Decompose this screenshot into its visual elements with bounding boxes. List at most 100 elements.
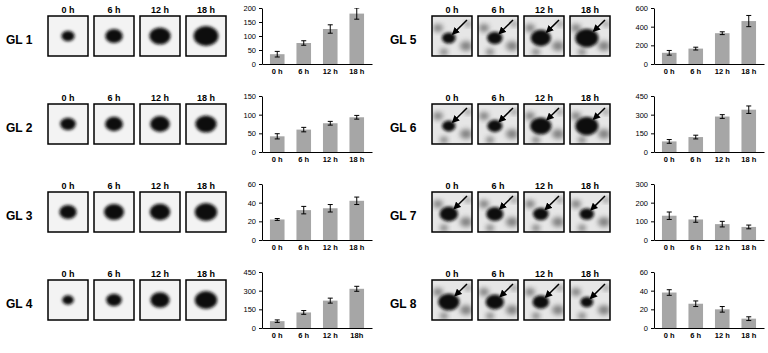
axis-line: [654, 9, 655, 65]
y-tick-label: 150: [243, 18, 256, 27]
error-bar-line: [695, 217, 696, 223]
y-tick-mark: [651, 133, 654, 134]
error-bar-cap: [301, 206, 306, 207]
y-tick: 0: [252, 324, 262, 333]
y-tick-mark: [259, 240, 262, 241]
gel-background-spot: [479, 288, 489, 296]
plot-area: [662, 106, 756, 152]
x-tick-label: 18 h: [741, 243, 756, 252]
gel-spot: [530, 117, 552, 134]
error-bar: [746, 225, 751, 229]
error-bar: [720, 307, 725, 313]
gel-spot: [149, 27, 170, 44]
y-tick-mark: [259, 221, 262, 222]
error-bar-line: [669, 212, 670, 219]
y-tick-label: 0: [644, 148, 648, 157]
gel-image: [94, 192, 134, 232]
gel-background-spot: [532, 137, 540, 143]
y-tick: 300: [635, 111, 654, 120]
error-bar-cap: [328, 204, 333, 205]
gel-label: 18 h: [197, 269, 215, 279]
gel-background: [48, 104, 88, 144]
gel-frame: [478, 280, 518, 320]
error-bar-cap: [693, 300, 698, 301]
gel-arrow: [453, 20, 467, 34]
error-bar-cap: [275, 322, 280, 323]
error-bar-line: [356, 197, 357, 204]
x-tick-label: 18 h: [741, 155, 756, 164]
x-tick-label: 0 h: [664, 155, 675, 164]
gel-frame: [94, 280, 134, 320]
gel-background-spot: [603, 286, 609, 291]
error-bar-cap: [746, 15, 751, 16]
x-axis: 0 h6 h12 h18h: [263, 328, 373, 340]
y-tick: 300: [635, 180, 654, 189]
error-bar-line: [303, 311, 304, 315]
gel-image: [524, 16, 564, 56]
error-bar-cap: [746, 228, 751, 229]
error-bar-cap: [328, 212, 333, 213]
x-tick: 12 h: [715, 328, 730, 340]
plot-area: [270, 115, 364, 152]
error-bar: [275, 320, 280, 322]
gel-background-spot: [486, 49, 494, 55]
gel-background: [432, 280, 472, 320]
gel-background-spot: [552, 217, 564, 227]
y-tick-label: 450: [243, 268, 256, 277]
error-bar-cap: [328, 121, 333, 122]
error-bar-cap: [667, 139, 672, 140]
y-tick: 100: [635, 217, 654, 226]
gel-frame: [94, 104, 134, 144]
x-tick: 18 h: [349, 240, 364, 252]
gel-spot: [59, 205, 76, 219]
y-tick: 200: [243, 4, 262, 13]
gel-image: [570, 192, 610, 232]
gel-image: [140, 104, 180, 144]
error-bar-cap: [275, 138, 280, 139]
error-bar-cap: [720, 226, 725, 227]
gel-frame: [478, 16, 518, 56]
gel-label: 0 h: [61, 181, 74, 191]
bar: [715, 117, 730, 152]
panel-title: GL 3: [6, 209, 33, 223]
panel-title: GL 2: [6, 121, 33, 135]
error-bar-line: [722, 115, 723, 119]
x-tick: 18 h: [741, 152, 756, 164]
gel-spot: [150, 292, 169, 308]
gel-background-spot: [506, 217, 518, 227]
panel: GL 70 h6 h12 h18 h01002003000 h6 h12 h18…: [390, 180, 765, 252]
y-axis: 0150300450: [243, 268, 262, 333]
gel-background: [48, 280, 88, 320]
gel-arrow: [591, 196, 605, 210]
error-bar: [667, 212, 672, 219]
y-tick-label: 150: [243, 305, 256, 314]
error-bar-cap: [354, 115, 359, 116]
error-bar-line: [748, 15, 749, 26]
gel-spot: [532, 295, 549, 308]
error-bar-cap: [275, 319, 280, 320]
error-bar-cap: [301, 310, 306, 311]
y-tick-label: 150: [635, 129, 648, 138]
gel-label: 0 h: [61, 93, 74, 103]
error-bar-cap: [693, 306, 698, 307]
error-bar-line: [748, 317, 749, 321]
gel-background-spot: [486, 137, 494, 143]
x-axis: 0 h6 h12 h18 h: [655, 240, 765, 252]
x-tick-label: 18 h: [349, 67, 364, 76]
y-tick-mark: [651, 184, 654, 185]
plot-area: [270, 8, 364, 64]
gel-label: 0 h: [61, 269, 74, 279]
y-tick: 20: [248, 217, 262, 226]
x-tick: 0 h: [664, 152, 675, 164]
axis-line: [654, 185, 655, 241]
error-bar-cap: [693, 216, 698, 217]
error-bar-line: [748, 225, 749, 229]
gel-background-spot: [557, 110, 563, 115]
gel-arrow: [455, 284, 467, 296]
panel-title: GL 6: [390, 121, 417, 135]
gel-background-spot: [460, 305, 472, 315]
y-tick: 40: [640, 287, 654, 296]
gel-frame: [140, 16, 180, 56]
gel-label: 12 h: [151, 5, 169, 15]
gel-background: [524, 280, 564, 320]
